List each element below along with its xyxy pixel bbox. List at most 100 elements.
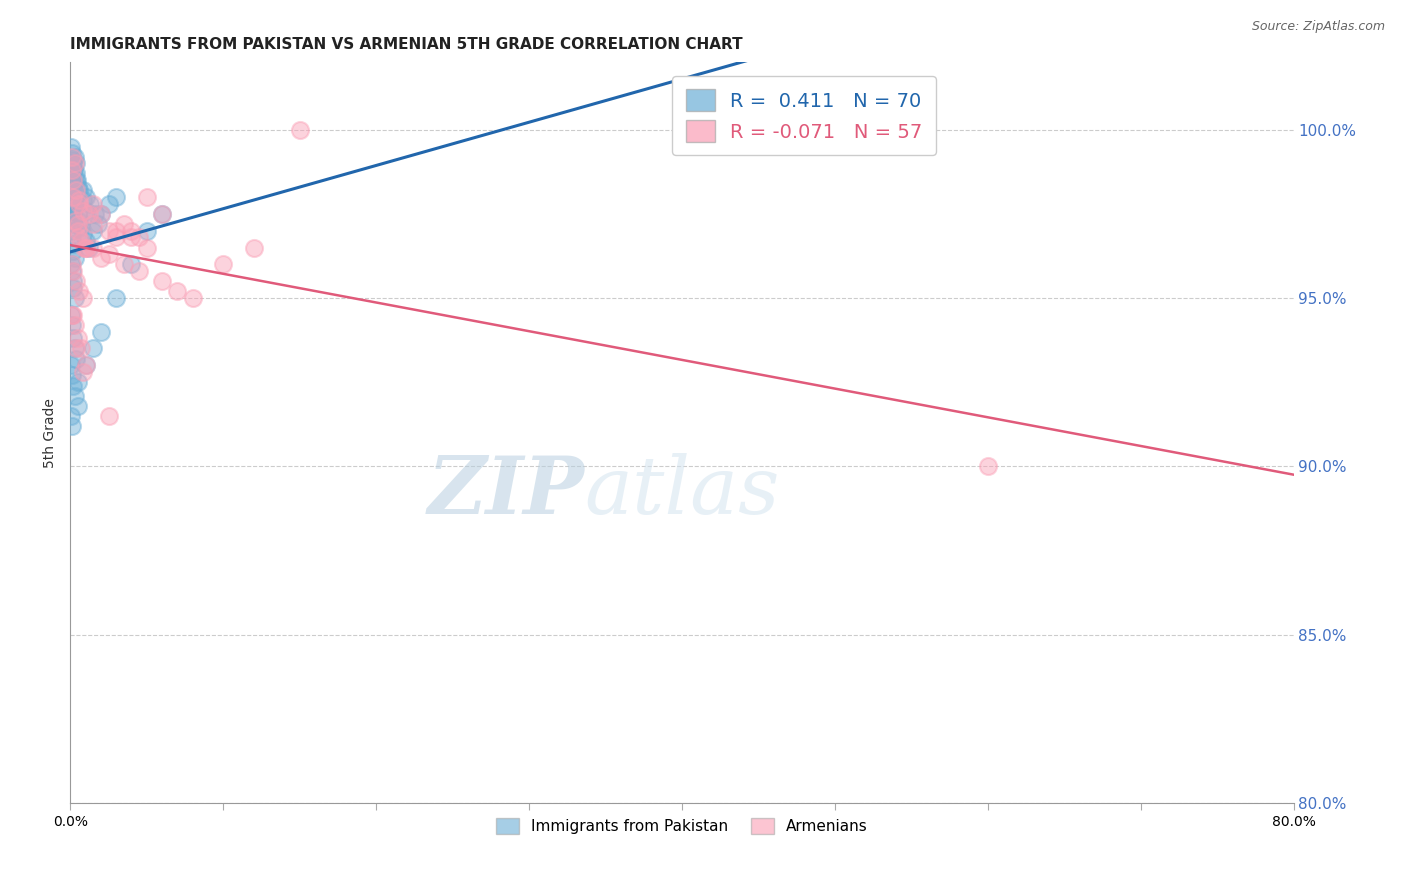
Point (105, 230, 128, 244)
Point (63, 291, 86, 305)
Point (128, 264, 150, 278)
Point (82, 224, 104, 238)
Point (90, 251, 112, 265)
Point (63, 156, 86, 170)
Point (105, 291, 128, 305)
Point (66, 375, 89, 389)
Point (66, 217, 89, 231)
Point (79, 196, 101, 211)
Point (72, 203, 94, 218)
Point (62, 180, 84, 194)
Point (72, 194, 94, 208)
Point (75, 359, 97, 373)
Y-axis label: 5th Grade: 5th Grade (44, 398, 58, 467)
Point (97, 247, 120, 261)
Point (75, 241, 97, 255)
Point (70, 234, 93, 248)
Legend: Immigrants from Pakistan, Armenians: Immigrants from Pakistan, Armenians (486, 809, 877, 843)
Point (75, 359, 97, 373)
Point (60, 146, 83, 161)
Point (70, 342, 93, 356)
Point (150, 207, 173, 221)
Point (60, 224, 83, 238)
Point (83, 207, 105, 221)
Point (69, 213, 91, 227)
Point (75, 241, 97, 255)
Point (82, 217, 104, 231)
Text: Source: ZipAtlas.com: Source: ZipAtlas.com (1251, 20, 1385, 33)
Point (66, 173, 89, 187)
Point (62, 264, 84, 278)
Point (60, 163, 83, 178)
Point (82, 241, 104, 255)
Point (69, 285, 91, 299)
Point (112, 217, 135, 231)
Point (60, 139, 83, 153)
Point (66, 224, 89, 238)
Point (87, 217, 110, 231)
Point (72, 365, 94, 379)
Point (166, 285, 188, 299)
Point (62, 274, 84, 288)
Point (97, 196, 120, 211)
Point (66, 331, 89, 345)
Point (62, 244, 84, 258)
Point (62, 190, 84, 204)
Point (121, 257, 143, 271)
Point (62, 211, 84, 225)
Point (135, 224, 157, 238)
Point (105, 224, 128, 238)
Point (60, 359, 83, 373)
Point (135, 241, 157, 255)
Point (60, 196, 83, 211)
Point (976, 459, 998, 474)
Point (62, 186, 84, 201)
Point (97, 224, 120, 238)
Point (150, 207, 173, 221)
Point (62, 156, 84, 170)
Point (62, 281, 84, 295)
Point (288, 122, 311, 136)
Point (63, 200, 86, 214)
Point (63, 163, 86, 178)
Point (66, 399, 89, 413)
Point (65, 342, 87, 356)
Point (62, 153, 84, 167)
Point (128, 230, 150, 244)
Point (60, 257, 83, 271)
Point (82, 196, 104, 211)
Point (65, 167, 87, 181)
Point (112, 257, 135, 271)
Point (65, 274, 87, 288)
Text: IMMIGRANTS FROM PAKISTAN VS ARMENIAN 5TH GRADE CORRELATION CHART: IMMIGRANTS FROM PAKISTAN VS ARMENIAN 5TH… (70, 37, 742, 52)
Point (69, 196, 91, 211)
Point (72, 183, 94, 197)
Point (82, 342, 104, 356)
Point (63, 389, 86, 403)
Point (77, 241, 100, 255)
Point (135, 190, 157, 204)
Point (105, 190, 128, 204)
Point (97, 409, 120, 423)
Point (62, 237, 84, 252)
Point (60, 409, 83, 423)
Point (75, 203, 97, 218)
Point (212, 257, 235, 271)
Point (77, 207, 100, 221)
Point (90, 207, 112, 221)
Point (63, 213, 86, 227)
Text: ZIP: ZIP (427, 453, 583, 531)
Point (72, 291, 94, 305)
Point (62, 331, 84, 345)
Point (60, 173, 83, 187)
Point (66, 230, 89, 244)
Point (181, 291, 204, 305)
Point (243, 241, 266, 255)
Point (60, 318, 83, 332)
Point (66, 180, 89, 194)
Point (62, 378, 84, 392)
Point (62, 173, 84, 187)
Point (63, 342, 86, 356)
Point (121, 230, 143, 244)
Point (75, 190, 97, 204)
